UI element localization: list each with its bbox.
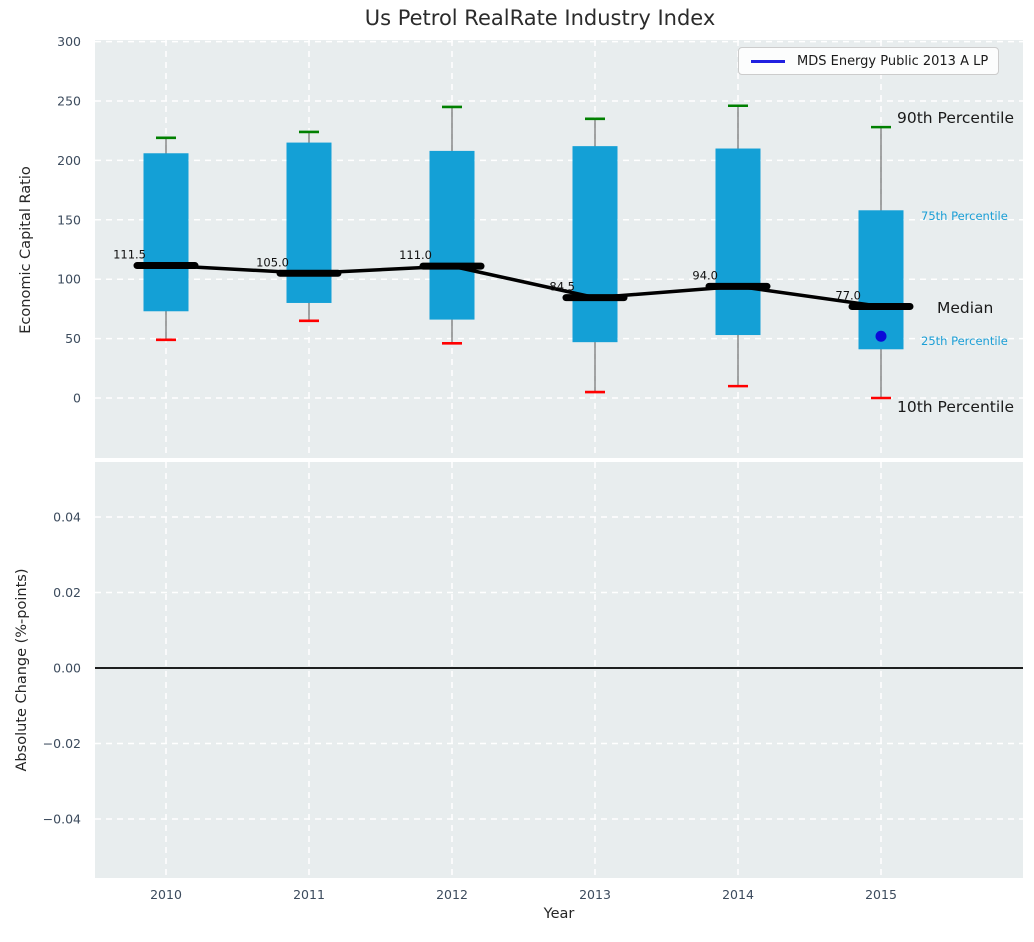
y-tick-label-top: 300 [57, 34, 81, 49]
y-tick-label-top: 0 [73, 391, 81, 406]
x-tick-label: 2015 [865, 887, 897, 902]
box-iqr [286, 142, 332, 303]
y-axis-label-top: Economic Capital Ratio [18, 166, 34, 334]
box-iqr [858, 210, 904, 350]
y-tick-label-bottom: 0.04 [53, 510, 81, 525]
median-value-annotation: 105.0 [256, 255, 289, 269]
y-tick-label-top: 150 [57, 212, 81, 227]
percentile-label: Median [937, 299, 993, 317]
box-iqr [715, 148, 761, 336]
median-value-annotation: 111.0 [399, 248, 432, 262]
median-value-annotation: 84.5 [549, 280, 575, 294]
legend-line-swatch [751, 59, 785, 63]
y-tick-label-top: 50 [65, 331, 81, 346]
x-tick-label: 2012 [436, 887, 468, 902]
legend-label: MDS Energy Public 2013 A LP [797, 53, 989, 69]
median-value-annotation: 77.0 [835, 289, 861, 303]
chart-title: Us Petrol RealRate Industry Index [364, 6, 716, 30]
percentile-label: 90th Percentile [897, 109, 1014, 127]
y-tick-label-top: 250 [57, 94, 81, 109]
y-tick-label-bottom: 0.02 [53, 585, 81, 600]
box-iqr [572, 146, 618, 343]
box-iqr [429, 150, 475, 320]
median-value-annotation: 111.5 [113, 248, 146, 262]
box-iqr [143, 153, 189, 312]
y-tick-label-bottom: 0.00 [53, 661, 81, 676]
fund-data-point [875, 330, 887, 342]
y-tick-label-top: 100 [57, 272, 81, 287]
x-tick-label: 2011 [293, 887, 325, 902]
y-tick-label-top: 200 [57, 153, 81, 168]
y-tick-label-bottom: −0.04 [43, 812, 81, 827]
x-tick-label: 2014 [722, 887, 754, 902]
percentile-label: 10th Percentile [897, 398, 1014, 416]
x-tick-label: 2010 [150, 887, 182, 902]
percentile-label: 75th Percentile [921, 209, 1008, 223]
y-tick-label-bottom: −0.02 [43, 736, 81, 751]
bottom-panel-background [95, 462, 1023, 878]
legend: MDS Energy Public 2013 A LP [738, 47, 1000, 75]
percentile-label: 25th Percentile [921, 334, 1008, 348]
y-axis-label-bottom: Absolute Change (%-points) [14, 568, 30, 772]
x-tick-label: 2013 [579, 887, 611, 902]
x-axis-label: Year [543, 906, 575, 922]
median-value-annotation: 94.0 [692, 268, 718, 282]
